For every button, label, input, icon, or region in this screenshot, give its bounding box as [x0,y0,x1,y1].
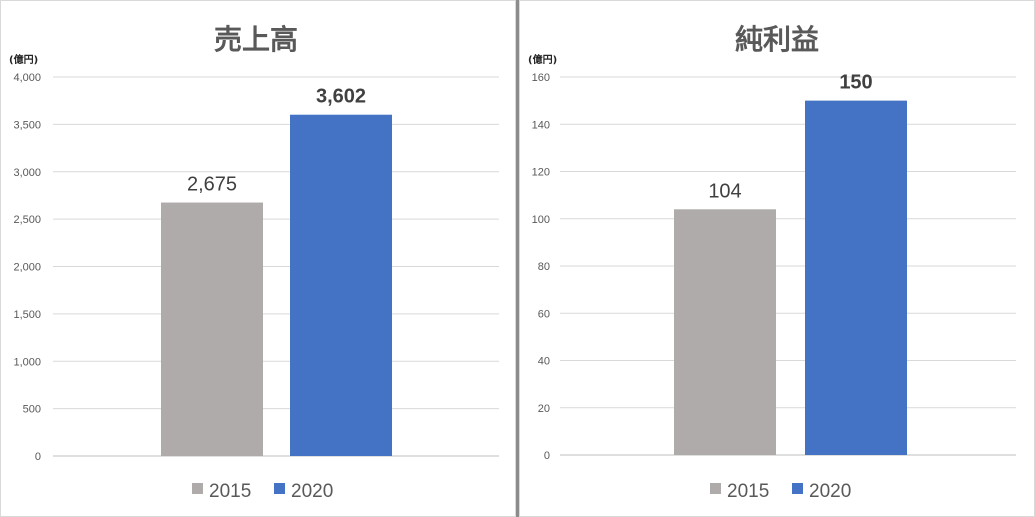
bar-2020 [290,114,392,456]
chart-title: 純利益 [735,23,819,56]
data-label: 3,602 [316,86,366,108]
y-tick-label: 3,000 [13,167,41,179]
y-tick-label: 0 [544,450,550,462]
bar-2015 [161,202,263,456]
y-axis-unit-label: (億円) [9,53,38,66]
y-tick-label: 1,000 [13,356,41,368]
y-tick-label: 40 [538,356,550,368]
y-tick-label: 0 [35,451,41,463]
y-tick-label: 20 [538,403,550,415]
data-label: 104 [708,180,741,202]
data-label: 2,675 [187,174,237,196]
legend-label: 2020 [809,481,851,502]
legend-swatch-2015 [192,483,203,494]
y-tick-label: 2,500 [13,214,41,226]
y-tick-label: 140 [532,119,550,131]
y-tick-label: 120 [532,167,550,179]
net-income-bar-chart: 純利益 (億円) 0 20 40 60 80 100 120 140 160 104 150 2015 20… [528,23,1016,502]
bar-2015 [674,209,776,455]
y-tick-label: 100 [532,214,550,226]
legend-label: 2020 [291,481,333,502]
chart-title: 売上高 [214,23,298,56]
bar-2020 [805,100,907,455]
legend-label: 2015 [209,481,251,502]
panel-divider [516,0,519,517]
legend-swatch-2020 [792,483,803,494]
y-tick-label: 4,000 [13,72,41,84]
y-tick-label: 3,500 [13,119,41,131]
sales-bar-chart: 売上高 (億円) 0 500 1,000 1,500 2,000 2,500 3,000 3,50… [9,23,499,502]
legend-label: 2015 [727,481,769,502]
y-tick-label: 1,500 [13,309,41,321]
y-axis-unit-label: (億円) [528,53,557,66]
y-tick-label: 500 [23,404,41,416]
y-tick-label: 2,000 [13,262,41,274]
legend-swatch-2015 [710,483,721,494]
y-tick-label: 80 [538,261,550,273]
y-tick-label: 60 [538,308,550,320]
legend-swatch-2020 [274,483,285,494]
data-label: 150 [839,72,872,94]
y-tick-label: 160 [532,72,550,84]
chart-panel-net-income: 純利益 (億円) 0 20 40 60 80 100 120 140 160 104 150 2015 20… [519,0,1035,517]
chart-panel-sales: 売上高 (億円) 0 500 1,000 1,500 2,000 2,500 3,000 3,50… [0,0,516,517]
